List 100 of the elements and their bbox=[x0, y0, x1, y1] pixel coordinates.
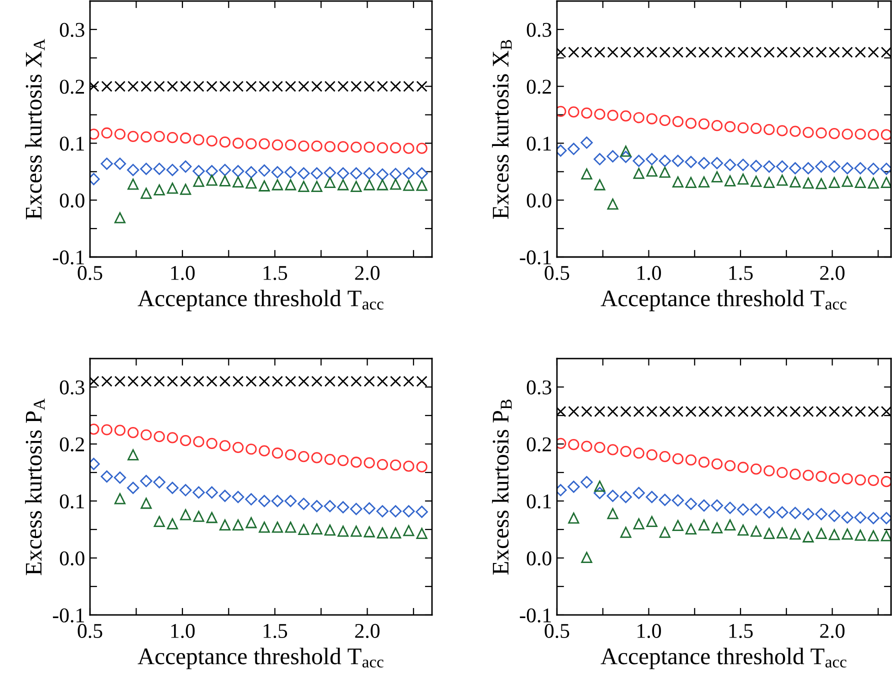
point bbox=[724, 519, 736, 530]
point bbox=[659, 450, 670, 462]
point bbox=[192, 165, 205, 178]
point bbox=[672, 116, 684, 128]
point bbox=[324, 141, 336, 152]
point bbox=[842, 128, 853, 140]
point bbox=[246, 376, 257, 387]
point bbox=[620, 490, 632, 504]
point bbox=[245, 493, 258, 506]
point bbox=[350, 526, 362, 537]
point bbox=[128, 449, 139, 460]
point bbox=[232, 80, 244, 92]
point bbox=[841, 511, 854, 524]
point bbox=[646, 516, 658, 528]
point bbox=[219, 519, 231, 530]
point bbox=[140, 498, 152, 509]
y-tick-label: 0.0 bbox=[60, 551, 84, 566]
point bbox=[594, 153, 606, 166]
x-tick-label: 1.5 bbox=[729, 266, 753, 280]
point bbox=[390, 376, 402, 387]
point bbox=[258, 445, 270, 456]
point bbox=[646, 166, 658, 177]
point bbox=[114, 472, 126, 484]
point bbox=[258, 494, 270, 508]
point bbox=[298, 450, 310, 462]
point bbox=[646, 449, 658, 460]
x-tick-label: 2.0 bbox=[355, 266, 380, 280]
point bbox=[271, 494, 284, 508]
y-tick-label: 0.3 bbox=[60, 22, 84, 37]
point bbox=[659, 166, 670, 178]
y-axis-title: Excess kurtosis X$_{A}$ bbox=[25, 38, 45, 220]
point bbox=[416, 461, 428, 472]
point bbox=[854, 530, 866, 541]
point bbox=[350, 456, 362, 468]
point bbox=[607, 110, 618, 121]
point bbox=[672, 176, 684, 188]
point bbox=[180, 376, 192, 387]
point bbox=[738, 462, 749, 473]
point bbox=[842, 528, 853, 540]
point bbox=[376, 142, 388, 154]
point bbox=[868, 129, 879, 140]
point bbox=[816, 178, 827, 190]
point bbox=[180, 80, 192, 92]
point bbox=[698, 519, 710, 530]
point bbox=[724, 121, 736, 132]
point bbox=[607, 198, 618, 210]
point bbox=[311, 180, 322, 192]
point bbox=[324, 454, 336, 465]
point bbox=[376, 527, 388, 538]
point bbox=[659, 526, 670, 538]
point bbox=[258, 522, 270, 533]
point bbox=[633, 112, 644, 124]
point bbox=[802, 531, 814, 542]
point bbox=[738, 122, 749, 134]
point bbox=[620, 446, 632, 457]
point bbox=[802, 508, 814, 520]
point bbox=[390, 460, 402, 471]
point bbox=[764, 176, 775, 188]
point bbox=[790, 528, 801, 540]
point bbox=[390, 80, 402, 92]
point bbox=[620, 110, 632, 122]
point bbox=[816, 470, 827, 482]
point bbox=[128, 376, 139, 387]
point bbox=[246, 80, 257, 92]
y-tick-label: -0.1 bbox=[52, 250, 84, 265]
point bbox=[376, 80, 388, 92]
point bbox=[403, 180, 414, 191]
x-tick-label: 1.5 bbox=[264, 266, 288, 280]
y-tick-label: 0.3 bbox=[60, 380, 84, 395]
y-tick-label: 0.2 bbox=[60, 80, 84, 94]
y-tick-label: 0.1 bbox=[526, 494, 551, 509]
point bbox=[880, 476, 892, 488]
point bbox=[153, 162, 166, 175]
point bbox=[711, 120, 723, 132]
point bbox=[193, 80, 204, 92]
y-tick-label: 0.1 bbox=[60, 494, 84, 509]
point bbox=[101, 376, 112, 387]
point bbox=[789, 506, 802, 520]
point bbox=[285, 522, 296, 533]
y-tick-label: 0.1 bbox=[60, 136, 84, 151]
point bbox=[580, 136, 593, 149]
point bbox=[350, 80, 362, 92]
point bbox=[258, 376, 270, 387]
y-axis-title: Excess kurtosis X$_{B}$ bbox=[492, 40, 512, 219]
y-tick-label: 0.2 bbox=[526, 437, 551, 452]
x-tick-label: 1.0 bbox=[638, 266, 661, 280]
point bbox=[364, 526, 375, 538]
point bbox=[738, 174, 749, 185]
point bbox=[258, 138, 270, 150]
point bbox=[193, 376, 204, 387]
point bbox=[763, 506, 776, 518]
point bbox=[140, 162, 152, 175]
point bbox=[272, 448, 284, 459]
point bbox=[698, 456, 710, 468]
point bbox=[802, 162, 814, 174]
point bbox=[101, 424, 112, 436]
point bbox=[284, 494, 297, 508]
point bbox=[154, 130, 165, 142]
point bbox=[390, 178, 402, 190]
y-tick-label: -0.1 bbox=[520, 608, 551, 622]
